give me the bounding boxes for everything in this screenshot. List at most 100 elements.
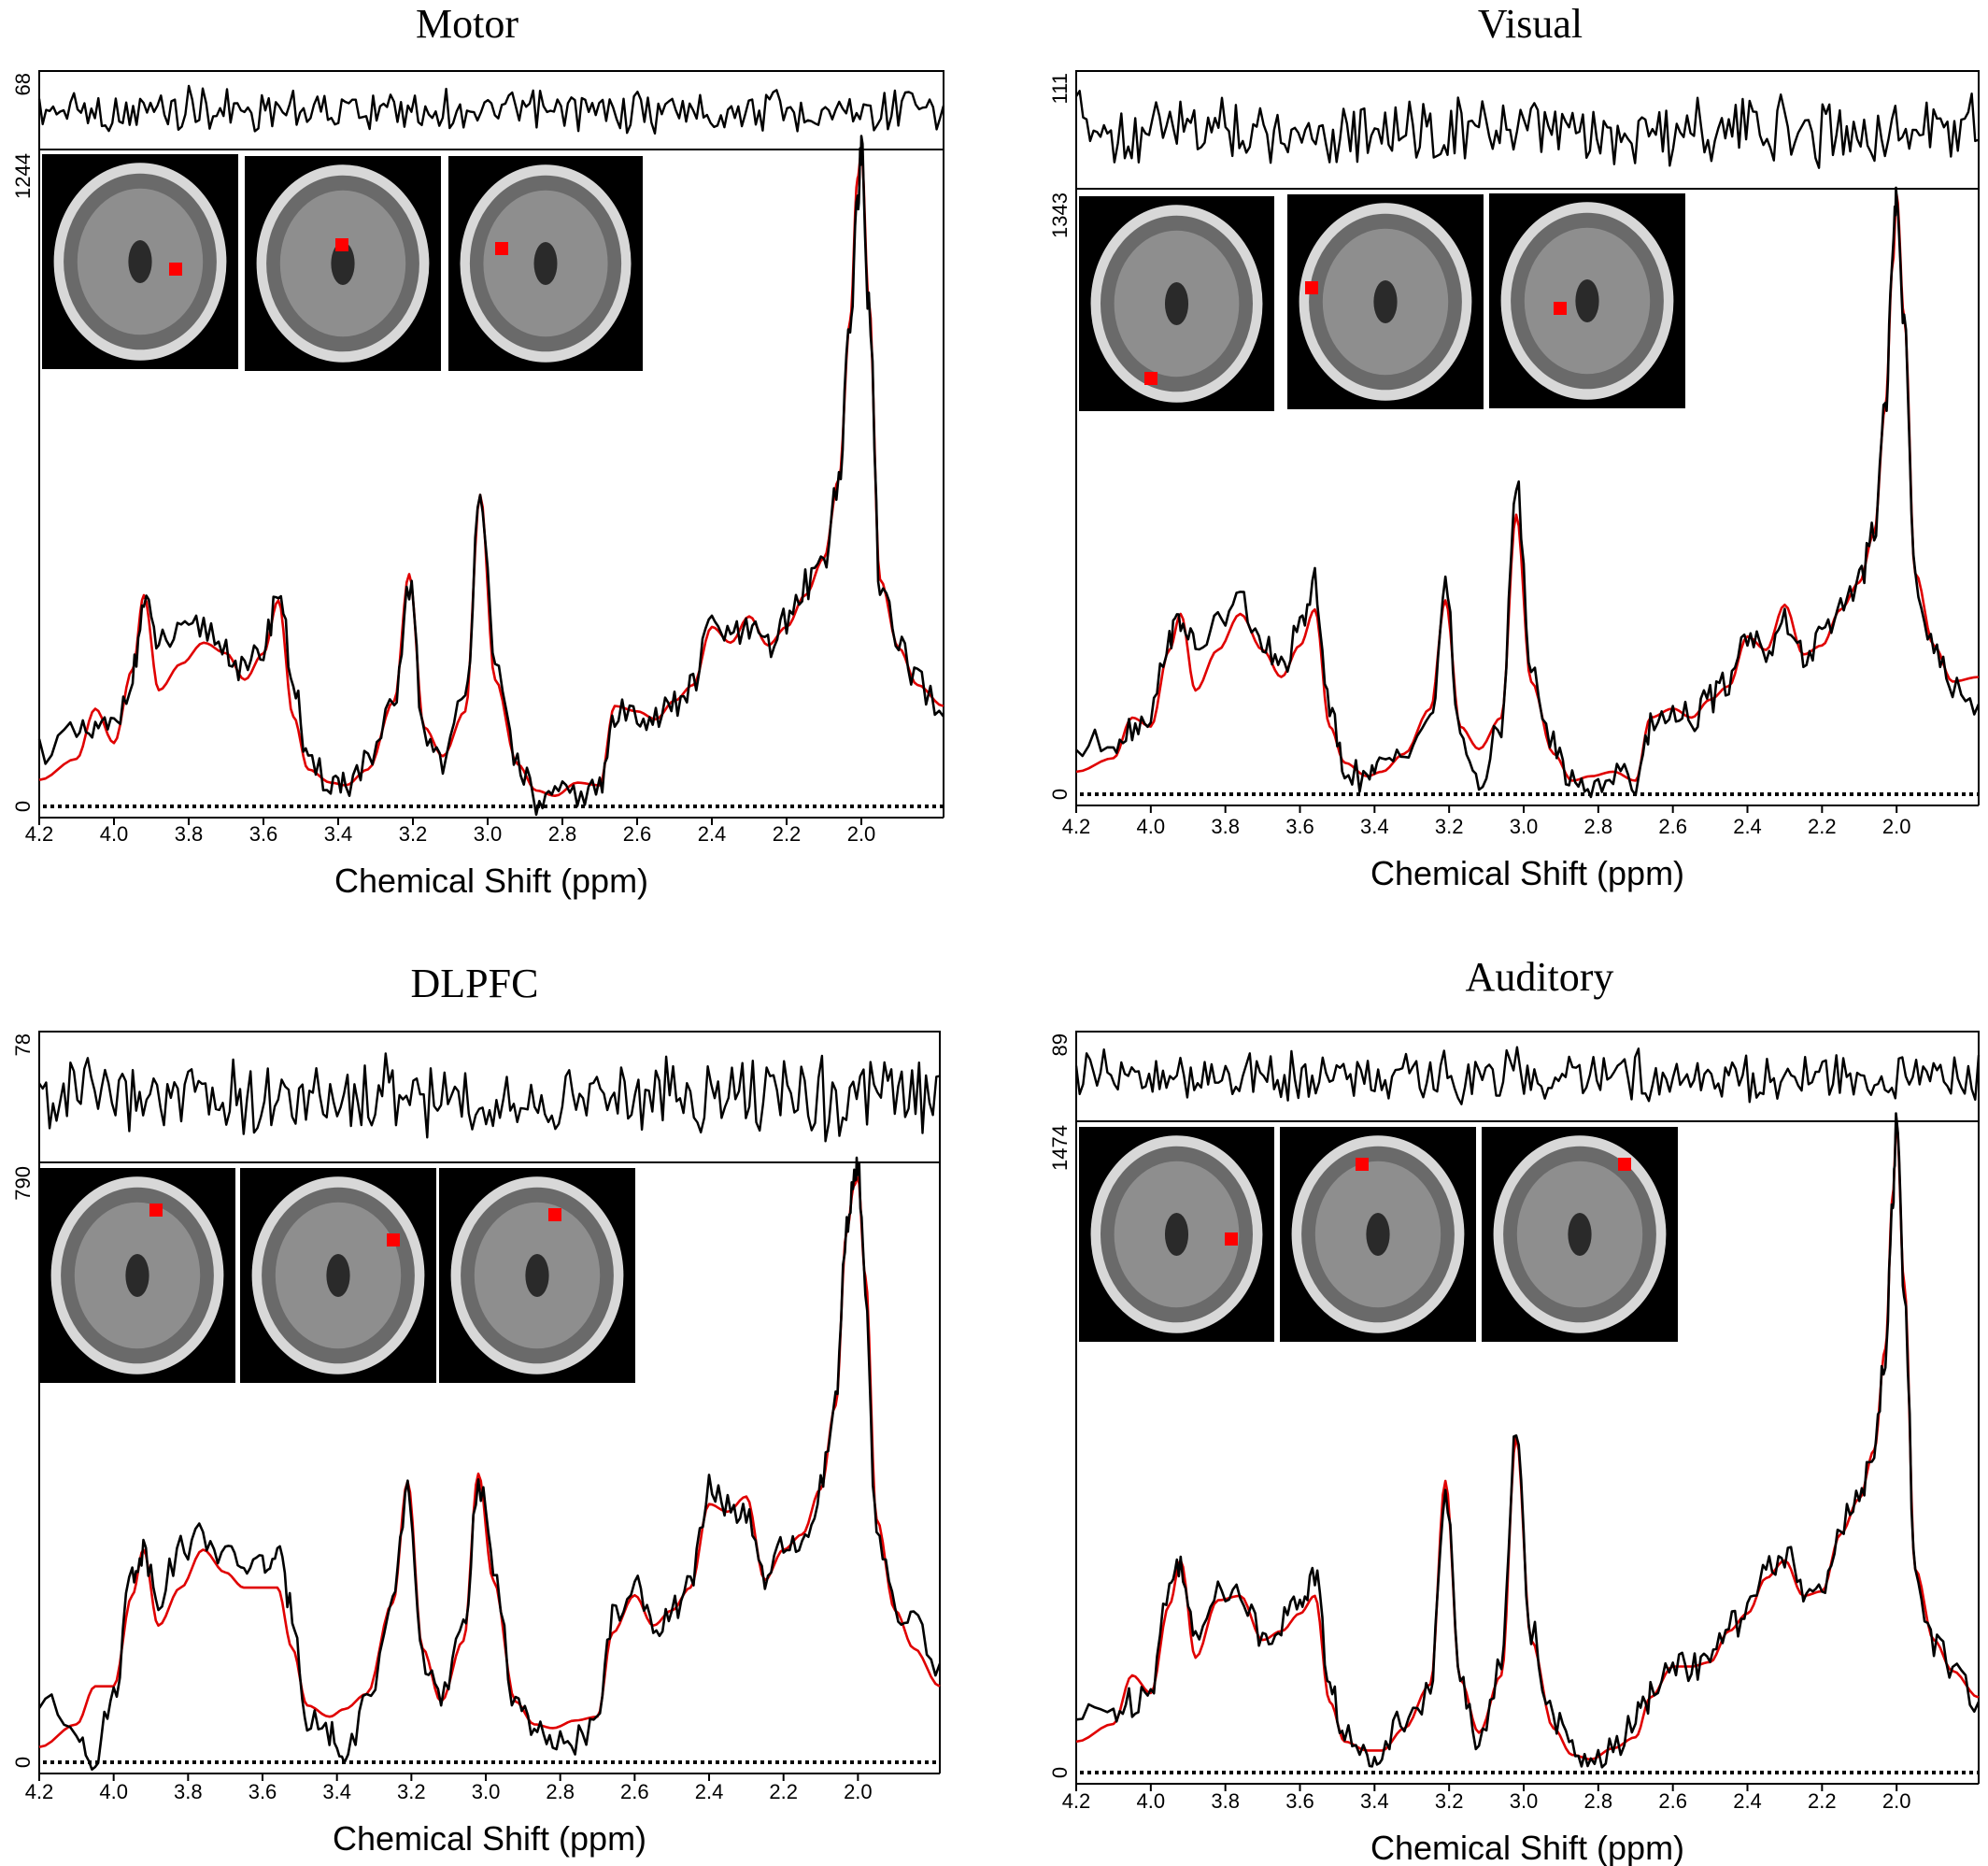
plot-frame [1075, 188, 1980, 805]
ventricle [525, 1254, 549, 1297]
measured-spectrum-line [37, 135, 945, 817]
residual-line [1074, 90, 1980, 169]
x-tick-label: 3.8 [1211, 815, 1240, 838]
x-tick-label: 2.2 [773, 822, 802, 846]
ventricle [125, 1254, 149, 1297]
x-tick-label: 2.8 [1584, 815, 1613, 838]
x-tick-label: 2.2 [1808, 815, 1837, 838]
voxel-marker [1144, 372, 1157, 385]
plot-frame [38, 149, 944, 818]
x-tick-label: 3.8 [175, 822, 204, 846]
y-label-max: 790 [11, 1166, 35, 1201]
x-axis-label: Chemical Shift (ppm) [1370, 854, 1684, 892]
residual-frame [38, 70, 944, 150]
voxel-marker [335, 238, 348, 251]
voxel-marker [169, 263, 182, 276]
ventricle [1575, 279, 1599, 322]
y-label-zero: 0 [1048, 1767, 1072, 1778]
x-tick-label: 3.8 [1211, 1789, 1240, 1813]
mri-coronal-inset [439, 1168, 635, 1383]
x-tick-label: 2.0 [1882, 815, 1911, 838]
residual-line [37, 84, 945, 135]
x-tick-label: 2.2 [769, 1780, 798, 1803]
voxel-marker [1618, 1158, 1631, 1171]
voxel-marker [1554, 302, 1567, 315]
x-tick-label: 2.4 [695, 1780, 724, 1803]
measured-spectrum-line [37, 1156, 942, 1771]
voxel-marker [1225, 1232, 1238, 1246]
x-tick-label: 3.6 [1285, 1789, 1314, 1813]
x-tick-label: 4.2 [1062, 1789, 1091, 1813]
y-label-zero: 0 [11, 801, 35, 812]
x-tick-label: 2.0 [844, 1780, 873, 1803]
x-tick-label: 2.0 [1882, 1789, 1911, 1813]
ventricle [1568, 1213, 1592, 1256]
residual-scale-label: 111 [1048, 73, 1072, 104]
x-tick-label: 2.8 [548, 822, 577, 846]
residual-scale-label: 78 [11, 1033, 35, 1056]
panel-title: Auditory [1466, 954, 1614, 1000]
x-tick-label: 4.2 [1062, 815, 1091, 838]
x-tick-label: 2.6 [620, 1780, 649, 1803]
x-axis-label: Chemical Shift (ppm) [1370, 1829, 1684, 1866]
measured-spectrum-line [1075, 1112, 1981, 1769]
x-tick-label: 2.6 [1658, 1789, 1687, 1813]
x-tick-label: 2.4 [1733, 1789, 1762, 1813]
x-tick-label: 2.8 [1584, 1789, 1613, 1813]
x-tick-label: 3.6 [249, 822, 278, 846]
panel-title: Motor [416, 1, 518, 47]
x-tick-label: 2.4 [1733, 815, 1762, 838]
measured-spectrum-line [1075, 186, 1981, 799]
mri-axial-inset [42, 154, 238, 369]
x-tick-label: 4.0 [99, 1780, 128, 1803]
x-tick-label: 3.0 [472, 1780, 501, 1803]
x-tick-label: 3.4 [1360, 1789, 1389, 1813]
x-tick-label: 3.2 [397, 1780, 426, 1803]
x-tick-label: 4.0 [100, 822, 129, 846]
ventricle [533, 242, 558, 285]
x-axis-label: Chemical Shift (ppm) [333, 1819, 646, 1858]
x-tick-label: 4.0 [1137, 815, 1166, 838]
residual-scale-label: 89 [1048, 1033, 1072, 1056]
x-tick-label: 2.2 [1808, 1789, 1837, 1813]
voxel-marker [548, 1208, 561, 1221]
panel-visual: Visual 0 1343 111 4.2 4.0 3.8 3.6 3.4 3.2 3.0 2.8 2.… [1048, 1, 1981, 892]
ventricle [326, 1254, 350, 1297]
x-tick-label: 2.0 [847, 822, 876, 846]
x-tick-label: 3.4 [1360, 815, 1389, 838]
x-tick-label: 2.6 [1658, 815, 1687, 838]
ventricle [1164, 1213, 1189, 1256]
voxel-marker [1305, 281, 1318, 294]
mri-coronal-inset [448, 156, 643, 371]
x-tick-label: 3.8 [174, 1780, 203, 1803]
x-tick-label: 4.2 [25, 1780, 54, 1803]
x-tick-label: 3.6 [248, 1780, 277, 1803]
mri-sagittal-inset [240, 1168, 436, 1383]
ventricle [331, 242, 355, 285]
x-tick-label: 4.0 [1137, 1789, 1166, 1813]
x-tick-label: 3.0 [474, 822, 503, 846]
ventricle [128, 240, 152, 283]
voxel-marker [149, 1204, 163, 1217]
y-label-max: 1474 [1048, 1125, 1072, 1171]
x-tick-label: 3.2 [1435, 1789, 1464, 1813]
mri-coronal-inset [1482, 1127, 1678, 1342]
y-label-zero: 0 [1048, 789, 1072, 800]
panel-dlpfc: DLPFC 0 790 78 4.2 4.0 3.8 3.6 3.4 3.2 3.0 2.8 2.6 2.… [11, 961, 942, 1858]
plot-frame [1075, 1120, 1980, 1784]
x-axis-label: Chemical Shift (ppm) [334, 862, 648, 900]
x-tick-label: 3.2 [399, 822, 428, 846]
y-label-max: 1244 [11, 153, 35, 199]
panel-motor: Motor 0 1244 68 4.2 4.0 3.8 3.6 3.4 3.2 3.0 2.8 2.6 2… [11, 1, 945, 900]
residual-line [37, 1052, 941, 1143]
x-tick-label: 3.0 [1510, 815, 1539, 838]
mri-axial-inset [39, 1168, 235, 1383]
x-tick-label: 3.6 [1285, 815, 1314, 838]
mri-axial-inset [1079, 1127, 1274, 1342]
x-tick-label: 3.0 [1510, 1789, 1539, 1813]
mri-sagittal-inset [245, 156, 441, 371]
mri-sagittal-inset [1287, 194, 1484, 409]
ventricle [1366, 1213, 1390, 1256]
y-label-zero: 0 [11, 1757, 35, 1768]
